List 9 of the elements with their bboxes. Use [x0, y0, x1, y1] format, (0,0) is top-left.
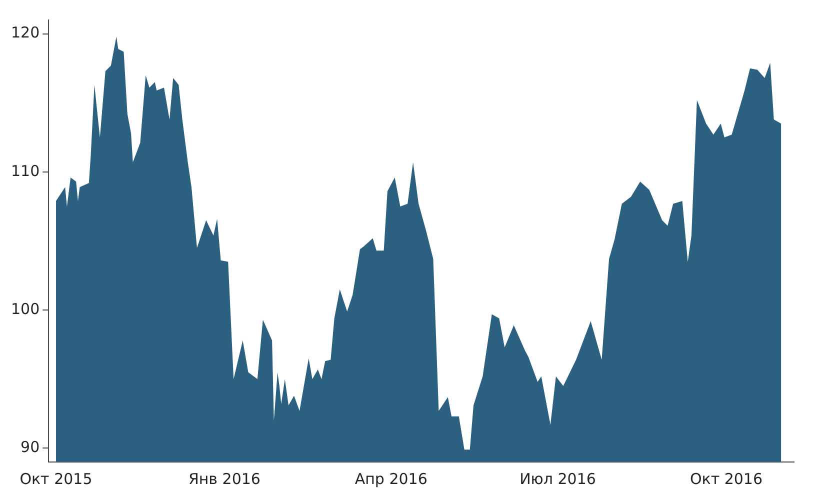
y-tick-label: 100 — [10, 300, 40, 318]
x-tick-label: Апр 2016 — [354, 470, 428, 488]
x-tick-label: Июл 2016 — [520, 470, 596, 488]
y-tick-label: 120 — [10, 24, 40, 42]
x-tick-label: Окт 2016 — [690, 470, 763, 488]
x-tick-label: Окт 2015 — [20, 470, 92, 488]
y-tick-label: 90 — [20, 438, 40, 456]
y-tick-label: 110 — [10, 162, 40, 180]
x-tick-label: Янв 2016 — [188, 470, 260, 488]
